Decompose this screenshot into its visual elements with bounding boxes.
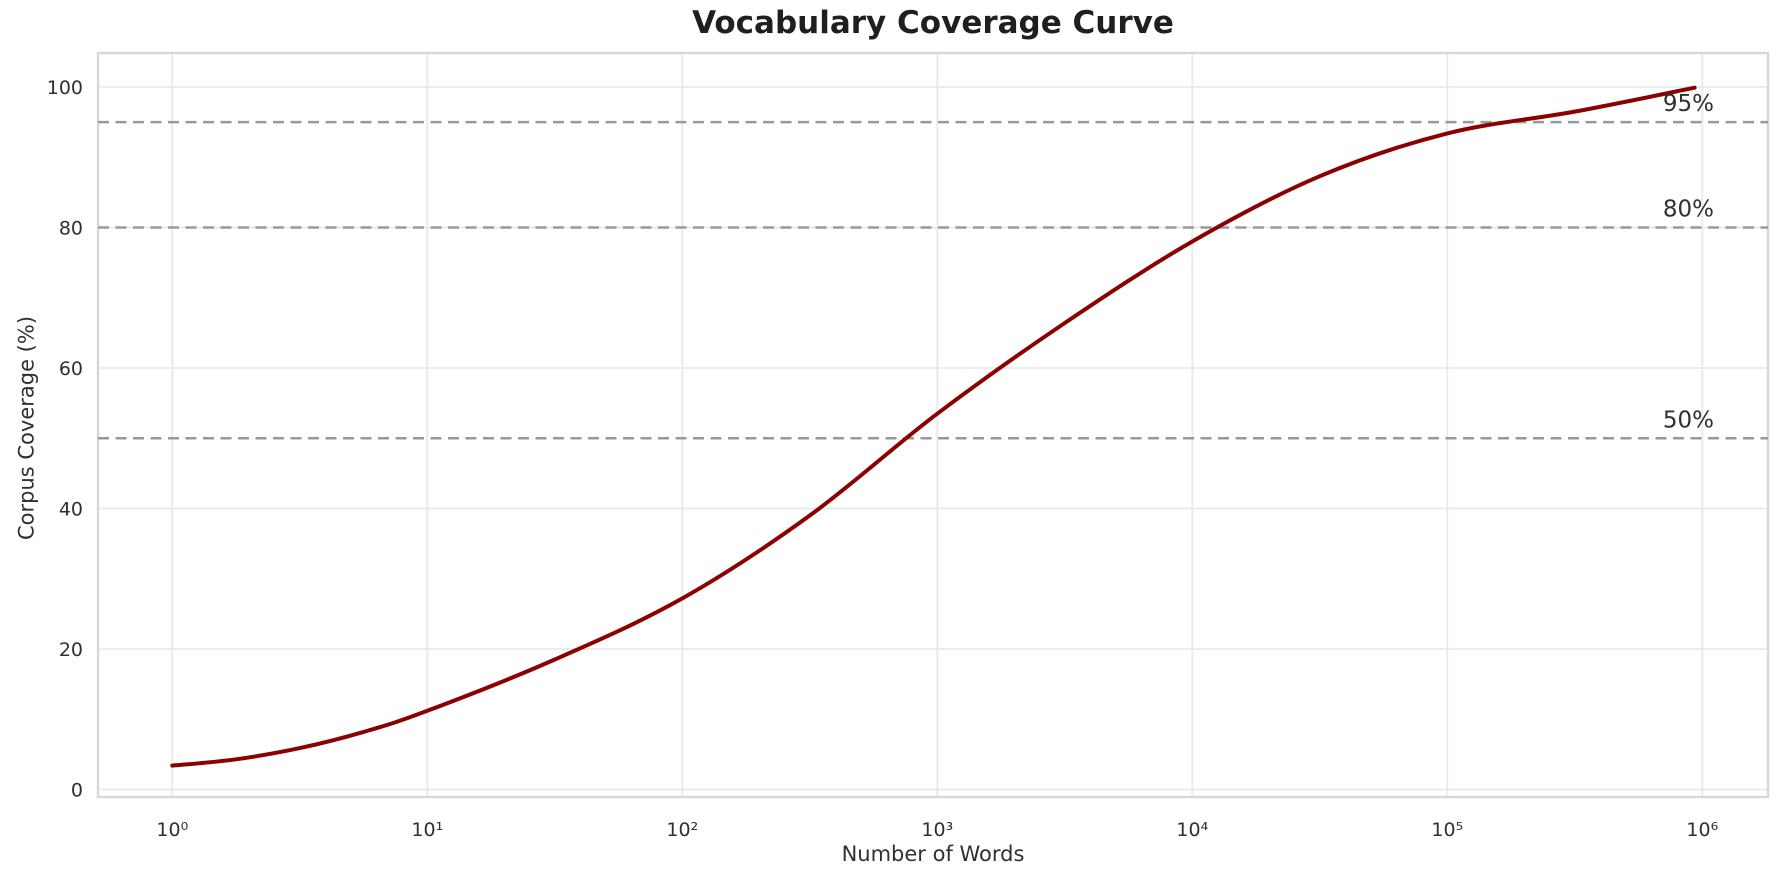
y-tick-label: 20 [59, 639, 83, 661]
y-tick-label: 0 [71, 780, 83, 802]
reference-label-50: 50% [1663, 407, 1714, 433]
y-tick-label: 100 [47, 77, 83, 99]
chart-title: Vocabulary Coverage Curve [692, 5, 1174, 41]
reference-label-80: 80% [1663, 197, 1714, 223]
x-tick-label: 10³ [921, 819, 953, 841]
coverage-curve [170, 85, 1697, 768]
y-tick-label: 60 [59, 358, 83, 380]
x-tick-label: 10⁰ [156, 819, 188, 841]
y-tick-label: 40 [59, 499, 83, 521]
plot-frame [96, 51, 1770, 799]
y-axis-label: Corpus Coverage (%) [14, 315, 39, 541]
x-tick-label: 10¹ [411, 819, 443, 841]
y-tick-label: 80 [59, 218, 83, 240]
x-tick-label: 10⁶ [1686, 819, 1718, 841]
x-tick-label: 10² [666, 819, 698, 841]
x-tick-label: 10⁴ [1176, 819, 1208, 841]
x-axis-label: Number of Words [841, 842, 1025, 866]
x-tick-label: 10⁵ [1431, 819, 1463, 841]
reference-label-95: 95% [1663, 91, 1714, 117]
